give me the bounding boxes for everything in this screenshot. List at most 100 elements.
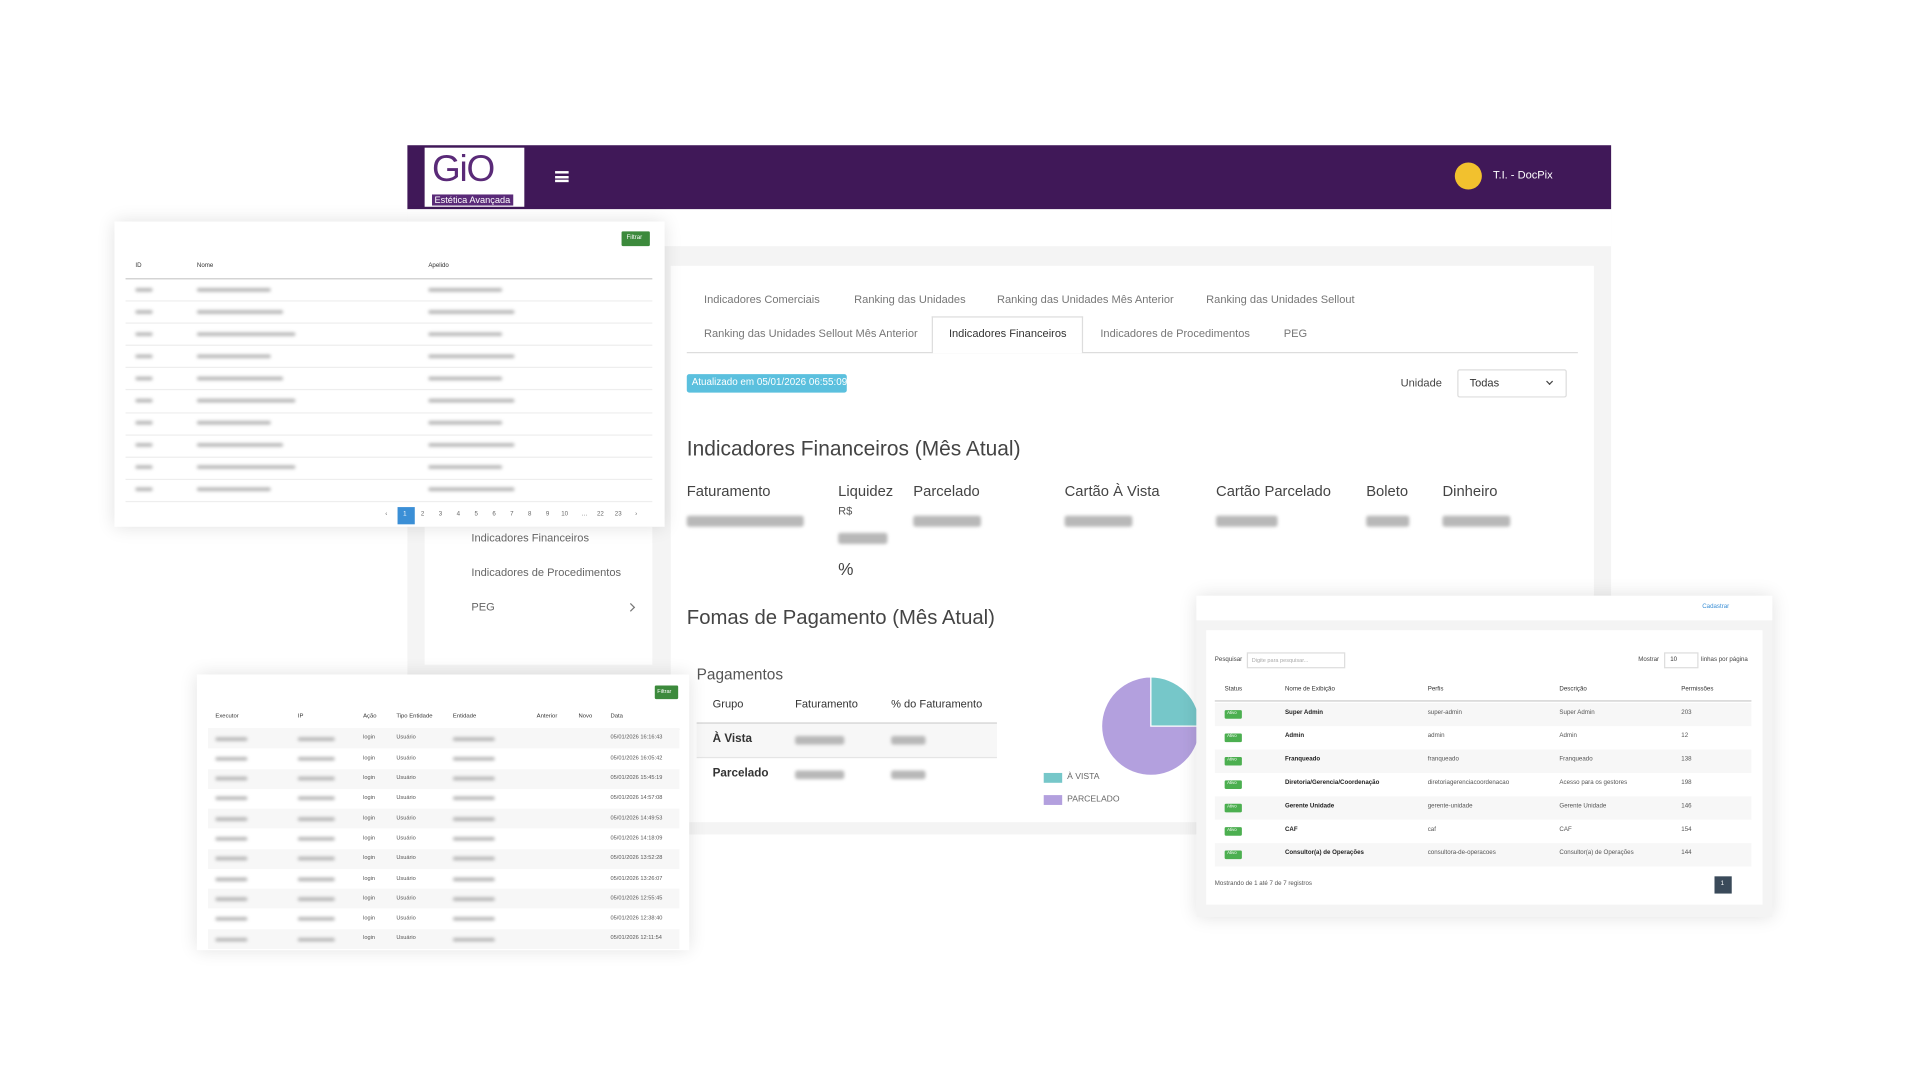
tab[interactable]: PEG bbox=[1283, 327, 1308, 340]
blurred-text bbox=[686, 515, 804, 527]
show-value[interactable]: 10 bbox=[1670, 656, 1678, 664]
page-link[interactable]: 4 bbox=[456, 511, 461, 519]
table-cell: Super Admin bbox=[1559, 709, 1595, 717]
blurred-text bbox=[297, 836, 335, 841]
table-line bbox=[125, 389, 653, 391]
table-header[interactable]: Perfis bbox=[1427, 685, 1444, 694]
search-input[interactable] bbox=[1246, 652, 1346, 669]
tab[interactable]: Indicadores Financeiros bbox=[948, 327, 1067, 340]
page-active[interactable] bbox=[1714, 876, 1732, 894]
table-cell: 12 bbox=[1681, 732, 1689, 741]
blurred-text bbox=[215, 816, 248, 821]
user-name[interactable]: T.I. - DocPix bbox=[1492, 168, 1553, 181]
table-cell: consultora-de-operacoes bbox=[1427, 849, 1496, 857]
blurred-text bbox=[452, 776, 495, 781]
table-header[interactable]: Permissões bbox=[1681, 685, 1714, 694]
filter-select[interactable] bbox=[1457, 369, 1567, 398]
blurred-text bbox=[135, 309, 153, 314]
page-link[interactable]: 3 bbox=[438, 511, 443, 519]
link[interactable]: Cadastrar bbox=[1702, 603, 1730, 611]
table-header: IP bbox=[297, 714, 304, 721]
tab[interactable]: Ranking das Unidades Sellout Mês Anterio… bbox=[704, 327, 918, 340]
page-link[interactable]: 1 bbox=[403, 511, 407, 519]
sidebar-item[interactable]: PEG bbox=[471, 600, 495, 613]
blurred-text bbox=[135, 287, 153, 292]
search-placeholder[interactable]: Digite para pesquisar... bbox=[1251, 656, 1309, 663]
button[interactable] bbox=[621, 231, 650, 247]
blurred-text bbox=[297, 897, 335, 901]
table-cell: 05/01/2026 14:57:08 bbox=[610, 794, 663, 801]
table-cell: À Vista bbox=[712, 732, 753, 746]
blurred-text bbox=[297, 857, 335, 861]
table-header: ID bbox=[135, 262, 142, 270]
blurred-text bbox=[428, 487, 515, 492]
blurred-text bbox=[196, 331, 296, 336]
blurred-text bbox=[452, 877, 495, 881]
table-header[interactable]: Nome de Exibição bbox=[1284, 685, 1335, 694]
tab[interactable]: Ranking das Unidades Mês Anterior bbox=[996, 292, 1174, 306]
tab[interactable]: Ranking das Unidades Sellout bbox=[1206, 292, 1355, 306]
table-row-bg bbox=[696, 723, 997, 757]
table-cell: 05/01/2026 12:11:54 bbox=[610, 934, 662, 941]
user-avatar[interactable] bbox=[1454, 162, 1482, 190]
sidebar-item[interactable]: Indicadores Financeiros bbox=[471, 531, 590, 545]
blurred-text bbox=[135, 376, 153, 381]
blurred-text bbox=[135, 331, 153, 336]
blurred-text bbox=[891, 769, 926, 779]
page-link[interactable]: 7 bbox=[510, 511, 514, 519]
blurred-text bbox=[428, 443, 515, 448]
button-label[interactable]: Filtrar bbox=[626, 234, 643, 242]
table-cell: Super Admin bbox=[1284, 709, 1324, 717]
tab[interactable]: Indicadores Comerciais bbox=[704, 292, 820, 306]
blurred-text bbox=[838, 532, 888, 544]
page-link[interactable]: › bbox=[635, 511, 638, 519]
page-link[interactable]: 2 bbox=[420, 511, 425, 519]
blurred-text bbox=[428, 398, 515, 403]
sidebar-item[interactable]: Indicadores de Procedimentos bbox=[471, 566, 622, 579]
button[interactable] bbox=[654, 685, 679, 700]
blurred-text bbox=[452, 756, 495, 761]
blurred-text bbox=[452, 857, 495, 861]
menu-icon[interactable] bbox=[555, 171, 569, 183]
show-select[interactable] bbox=[1664, 652, 1699, 669]
table-line bbox=[696, 756, 997, 759]
page-link[interactable]: ‹ bbox=[385, 511, 388, 519]
table-cell: diretoriagerenciacoordenacao bbox=[1427, 779, 1510, 787]
status-badge bbox=[1224, 849, 1242, 859]
page-link[interactable]: 9 bbox=[545, 511, 550, 519]
table-line bbox=[125, 411, 653, 413]
blurred-text bbox=[1366, 515, 1410, 527]
kpi-label: Dinheiro bbox=[1442, 482, 1498, 501]
blurred-text bbox=[452, 816, 495, 821]
sidebar bbox=[424, 526, 653, 665]
tab[interactable]: Indicadores de Procedimentos bbox=[1100, 327, 1250, 340]
page-link[interactable]: 1 bbox=[1720, 880, 1725, 888]
table-header: Data bbox=[610, 714, 623, 721]
page-link[interactable]: 10 bbox=[561, 511, 569, 519]
table-cell: 203 bbox=[1681, 709, 1692, 717]
blurred-text bbox=[297, 756, 335, 761]
status-text: Ativo bbox=[1227, 733, 1237, 739]
table-row-bg bbox=[1214, 702, 1752, 726]
page-link[interactable]: 23 bbox=[614, 511, 622, 519]
blurred-text bbox=[215, 836, 248, 841]
table-cell: 05/01/2026 13:26:07 bbox=[610, 874, 663, 881]
table-row-bg bbox=[208, 808, 680, 829]
page-link[interactable]: 5 bbox=[474, 511, 478, 519]
pie-chart bbox=[1100, 676, 1201, 776]
table-header: Nome bbox=[196, 262, 214, 270]
button-label[interactable]: Filtrar bbox=[657, 688, 672, 695]
pie-slice bbox=[1100, 676, 1201, 776]
table-cell: 05/01/2026 16:05:42 bbox=[610, 754, 663, 761]
page-link[interactable]: 6 bbox=[492, 511, 496, 519]
page-link[interactable]: 22 bbox=[596, 511, 604, 519]
tab[interactable]: Ranking das Unidades bbox=[854, 292, 966, 306]
table-cell: Franqueado bbox=[1559, 756, 1593, 764]
table-header: Entidade bbox=[452, 714, 477, 721]
page-link[interactable]: 8 bbox=[528, 511, 532, 519]
filter-value[interactable]: Todas bbox=[1469, 376, 1500, 389]
page-link[interactable]: … bbox=[581, 511, 588, 519]
table-header[interactable]: Descrição bbox=[1559, 685, 1587, 694]
table-header[interactable]: Status bbox=[1224, 685, 1243, 694]
table-cell: login bbox=[363, 754, 376, 761]
